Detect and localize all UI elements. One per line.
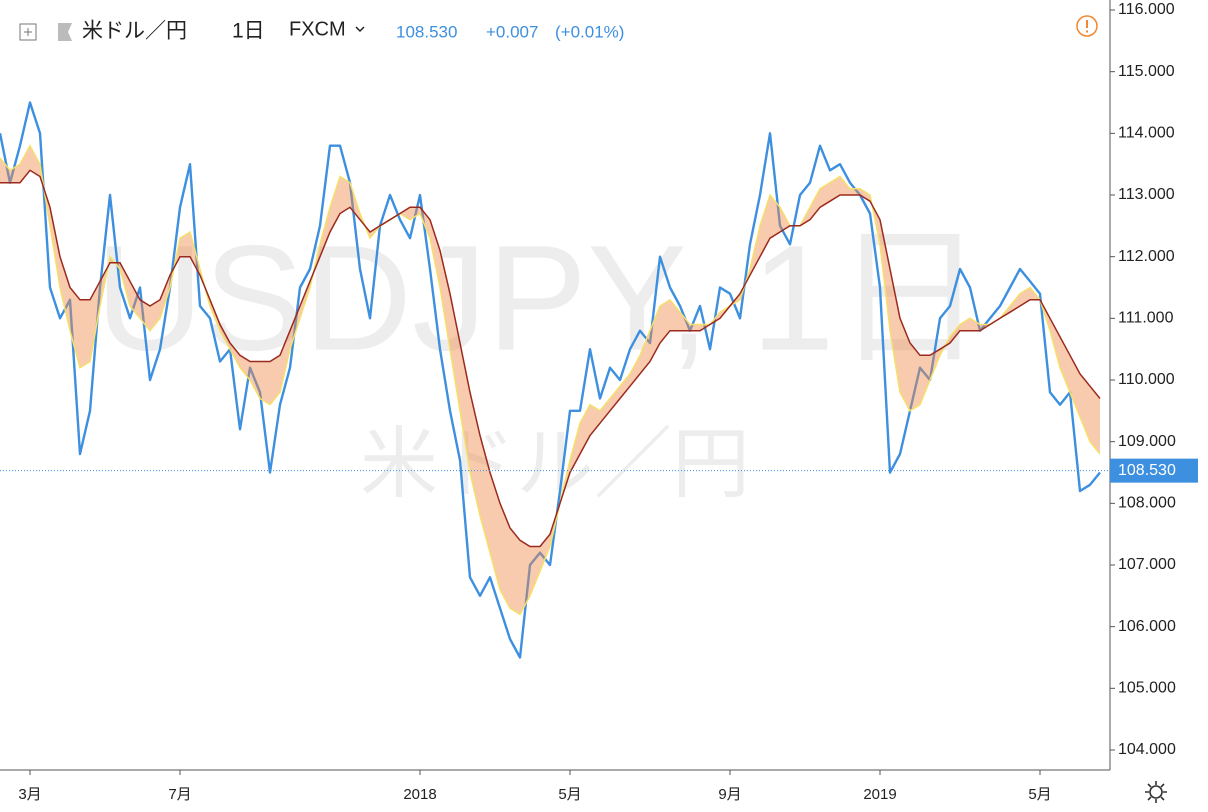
y-tick-label: 114.000 (1118, 125, 1175, 142)
gear-ring (1149, 785, 1163, 799)
x-tick-label: 2018 (403, 786, 436, 803)
source-chevron[interactable] (355, 26, 365, 33)
last-price-box (1110, 458, 1198, 483)
x-tick-label: 3月 (18, 786, 41, 803)
header-price: 108.530 (396, 22, 457, 41)
x-tick-label: 5月 (558, 786, 581, 803)
symbol-name[interactable]: 米ドル／円 (82, 20, 187, 43)
y-tick-label: 113.000 (1118, 186, 1175, 203)
x-tick-label: 7月 (168, 786, 191, 803)
y-tick-label: 109.000 (1118, 433, 1176, 450)
x-tick-label: 5月 (1028, 786, 1051, 803)
y-tick-label: 105.000 (1118, 680, 1176, 697)
x-tick-label: 2019 (863, 786, 896, 803)
y-tick-label: 111.000 (1118, 310, 1174, 327)
ma-fast (0, 144, 1101, 616)
x-tick-label: 9月 (718, 786, 741, 803)
last-price-label: 108.530 (1118, 462, 1176, 479)
gear-teeth (1145, 781, 1167, 803)
y-tick-label: 110.000 (1118, 371, 1175, 388)
y-tick-label: 107.000 (1118, 556, 1176, 573)
source[interactable]: FXCM (289, 18, 346, 40)
collapse-icon-plus (24, 28, 32, 36)
header-change: +0.007 (486, 22, 538, 41)
settings-icon[interactable] (1145, 781, 1167, 803)
ma-slow (0, 169, 1101, 548)
y-tick-label: 104.000 (1118, 741, 1176, 758)
price-line (0, 101, 1101, 659)
y-tick-label: 116.000 (1118, 1, 1175, 18)
y-tick-label: 115.000 (1118, 63, 1175, 80)
watermark-name: 米ドル／円 (360, 420, 750, 508)
flag-icon (58, 23, 72, 41)
plot (0, 101, 1101, 659)
watermark-symbol: USDJPY, 1日 (95, 214, 984, 382)
collapse-icon[interactable] (19, 23, 37, 41)
y-tick-label: 108.000 (1118, 495, 1176, 512)
interval[interactable]: 1日 (232, 20, 265, 43)
y-tick-label: 112.000 (1118, 248, 1175, 265)
y-tick-label: 106.000 (1118, 618, 1176, 635)
header-change-pct: (+0.01%) (555, 22, 624, 41)
